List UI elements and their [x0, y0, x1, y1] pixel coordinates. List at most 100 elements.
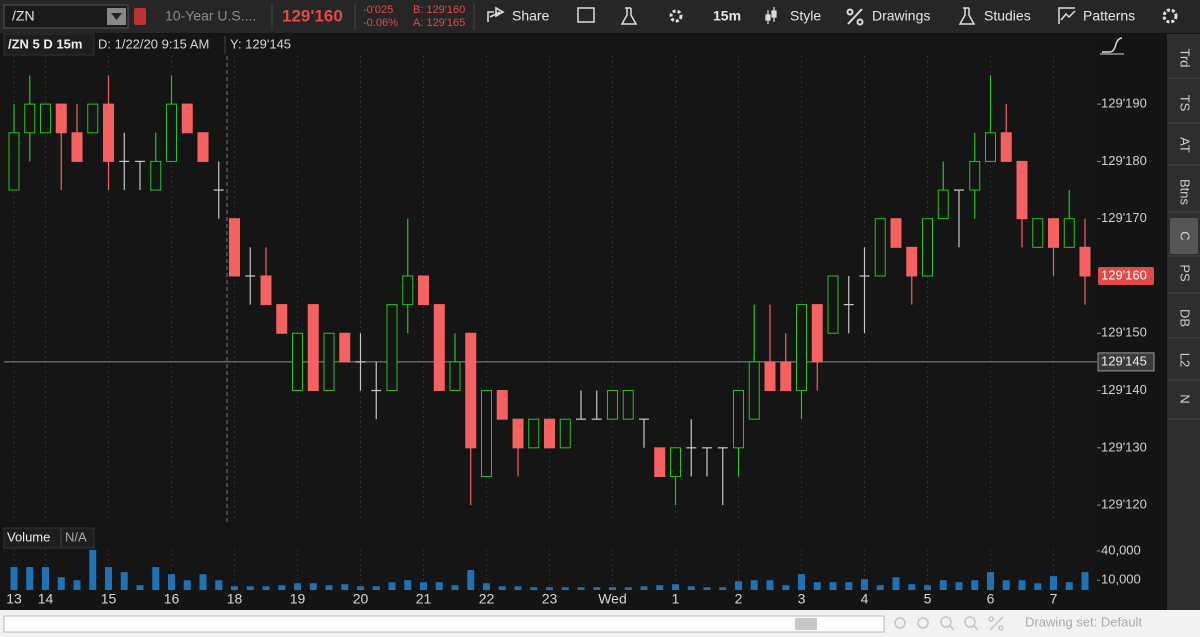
sidebar-tab[interactable]: N [1178, 394, 1193, 403]
scrollbar[interactable] [3, 615, 885, 633]
x-tick-label: 22 [479, 591, 495, 607]
candle-body [55, 103, 67, 134]
y-tick-label: 40,000 [1101, 542, 1141, 557]
candle-body [780, 361, 792, 392]
volume-bar [120, 572, 128, 590]
candle-body [1048, 218, 1059, 248]
volume-bar [861, 579, 868, 590]
volume-title: Volume [7, 529, 50, 544]
drawing-set[interactable]: Drawing set: Default [1025, 614, 1142, 629]
icon-part [856, 18, 864, 26]
sidebar-tab[interactable]: Btns [1178, 179, 1193, 206]
x-tick-label: Wed [598, 591, 627, 607]
crosshair-box [1097, 352, 1155, 372]
candle-body [654, 447, 666, 477]
flask-icon[interactable] [620, 7, 638, 25]
candle-body [607, 390, 618, 420]
icon-part [949, 625, 955, 631]
volume-bar [908, 584, 916, 590]
sidebar-tab[interactable]: DB [1178, 309, 1193, 327]
volume-bar [1050, 576, 1057, 590]
volume-bar [1034, 583, 1042, 590]
volume-bar [231, 586, 238, 590]
volume-bar [609, 587, 616, 590]
volume-bar [357, 586, 364, 590]
y-tick-label: 129'190 [1101, 96, 1147, 111]
icon-part [846, 8, 854, 16]
toolbar-button[interactable]: Share [512, 8, 550, 24]
volume-bar [309, 583, 317, 590]
zoom-icons[interactable] [894, 616, 1004, 631]
patterns-icon[interactable] [1058, 7, 1076, 24]
sidebar-tab[interactable]: Trd [1178, 48, 1193, 67]
volume-bar [546, 587, 553, 590]
toolbar-button[interactable]: Studies [984, 8, 1031, 24]
y-tick-label: 129'170 [1101, 210, 1147, 225]
icon-part [988, 616, 994, 622]
x-tick-label: 15 [101, 591, 117, 607]
share-icon[interactable] [487, 6, 505, 22]
volume-bar [168, 574, 175, 590]
volume-bar [987, 572, 994, 590]
sidebar-tab[interactable]: C [1178, 231, 1193, 240]
net-change: -0'025 [363, 4, 393, 16]
volume-bar [215, 580, 223, 590]
candle-body [418, 275, 429, 306]
volume-bar [26, 567, 34, 590]
drawings-icon[interactable] [846, 8, 864, 26]
volume-bar [656, 585, 664, 590]
sidebar-tab[interactable]: L2 [1178, 353, 1193, 367]
x-tick-label: 2 [735, 591, 743, 607]
style-icon[interactable] [765, 7, 777, 24]
candle-body [449, 361, 461, 392]
volume-bar [294, 583, 301, 590]
volume-bar [199, 574, 207, 590]
alert-icon[interactable] [577, 7, 595, 23]
toolbar-button[interactable]: Patterns [1083, 8, 1135, 24]
icon-part [894, 617, 906, 629]
volume-bar [105, 567, 112, 590]
candle-body [229, 218, 240, 277]
candle-body [512, 418, 524, 449]
candle-body [733, 390, 744, 449]
toolbar-button[interactable]: Style [790, 8, 821, 24]
candle-body [811, 304, 823, 363]
sidebar-tab[interactable]: PS [1178, 264, 1193, 282]
chart-mode-icon[interactable] [1102, 37, 1123, 53]
toolbar-button[interactable]: Drawings [872, 8, 930, 24]
volume-bar [939, 580, 947, 590]
candle-body [1032, 218, 1044, 248]
sidebar-active [1170, 218, 1198, 254]
candle-body [922, 218, 933, 277]
candle-body [24, 103, 36, 134]
ask: A: 129'165 [413, 17, 465, 29]
link-icon[interactable] [134, 8, 146, 25]
candle-body [339, 332, 351, 363]
volume-bar [372, 586, 380, 590]
settings-icon[interactable] [1162, 8, 1178, 24]
sidebar-tab[interactable]: TS [1178, 95, 1193, 112]
volume-bar [719, 587, 727, 590]
volume-bar [246, 586, 254, 590]
symbol-box[interactable] [3, 4, 129, 29]
volume-bar [955, 582, 963, 590]
candle-body [307, 304, 319, 392]
sidebar-tab[interactable]: AT [1178, 137, 1193, 153]
candle-body [402, 275, 414, 306]
icon-part [847, 8, 863, 25]
studies-icon[interactable] [958, 7, 976, 25]
volume-bar [1018, 580, 1026, 590]
candle-body [181, 103, 193, 134]
scroll-thumb[interactable] [795, 618, 817, 630]
candle-body [559, 418, 571, 449]
symbol: /ZN [12, 8, 35, 24]
gear-icon[interactable] [669, 9, 683, 23]
y-tick-label: 129'150 [1101, 325, 1147, 340]
volume-bar [782, 585, 790, 590]
candle-body [1000, 132, 1012, 162]
volume-bar [435, 582, 443, 590]
toolbar-button[interactable]: 15m [713, 8, 741, 24]
x-tick-label: 13 [6, 591, 22, 607]
volume-bar [1065, 582, 1073, 590]
candle-body [496, 390, 508, 420]
